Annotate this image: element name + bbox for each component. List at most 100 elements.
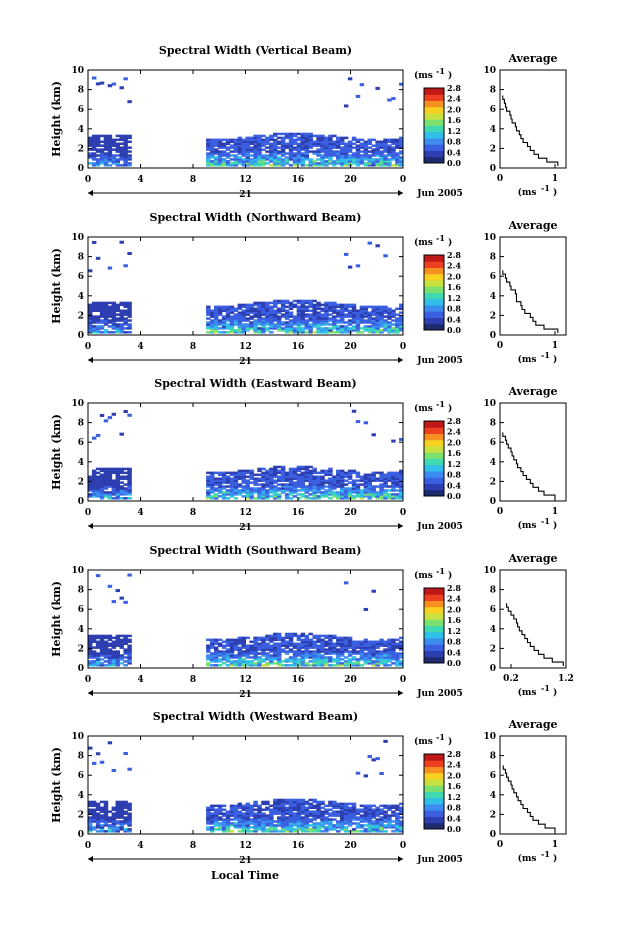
data-cell — [103, 636, 109, 640]
data-cell — [249, 489, 254, 492]
data-cell — [375, 244, 380, 248]
data-cell — [103, 475, 109, 478]
data-cell — [320, 317, 325, 320]
data-cell — [88, 311, 93, 314]
data-cell — [300, 140, 306, 144]
data-cell — [387, 98, 392, 102]
data-cell — [355, 818, 361, 821]
data-cell — [273, 303, 278, 307]
data-cell — [237, 818, 243, 821]
data-cell — [280, 150, 286, 153]
data-cell — [328, 660, 333, 663]
data-cell — [277, 497, 282, 500]
data-cell — [383, 497, 388, 500]
data-cell — [245, 313, 250, 316]
data-cell — [119, 658, 124, 661]
colorbar-swatch — [424, 754, 444, 761]
data-cell — [371, 327, 376, 330]
data-cell — [99, 662, 105, 665]
data-cell — [324, 473, 329, 477]
data-cell — [355, 491, 361, 494]
data-cell — [88, 493, 93, 496]
data-cell — [88, 828, 93, 831]
data-cell — [217, 138, 223, 142]
data-cell — [316, 822, 321, 825]
data-cell — [312, 497, 317, 500]
data-cell — [95, 150, 101, 153]
data-cell — [273, 154, 278, 157]
data-cell — [284, 142, 290, 145]
data-cell — [375, 315, 380, 318]
data-cell — [91, 804, 97, 808]
data-cell — [324, 485, 329, 488]
data-cell — [359, 475, 365, 478]
data-cell — [217, 491, 223, 494]
data-cell — [127, 309, 132, 312]
data-cell — [241, 331, 246, 334]
data-cell — [217, 816, 223, 819]
data-cell — [229, 644, 235, 647]
y-tick-label: 0 — [78, 164, 84, 174]
data-cell — [363, 806, 369, 810]
data-cell — [332, 152, 337, 155]
data-cell — [312, 305, 317, 309]
data-cell — [253, 636, 258, 640]
data-cell — [115, 146, 120, 149]
data-cell — [253, 311, 258, 314]
data-cell — [241, 491, 246, 494]
data-cell — [355, 94, 361, 98]
data-cell — [363, 830, 369, 833]
data-cell — [269, 317, 274, 320]
data-cell — [288, 319, 294, 322]
data-cell — [375, 160, 380, 163]
data-cell — [395, 644, 400, 647]
data-cell — [355, 487, 361, 490]
data-cell — [355, 323, 361, 326]
data-cell — [367, 311, 372, 314]
data-cell — [383, 652, 388, 655]
data-cell — [119, 303, 124, 307]
data-cell — [253, 142, 258, 145]
data-cell — [115, 658, 120, 661]
data-cell — [324, 481, 329, 484]
data-cell — [343, 148, 349, 151]
data-cell — [127, 327, 132, 330]
data-cell — [99, 640, 105, 644]
data-cell — [280, 664, 286, 667]
data-cell — [115, 654, 120, 657]
data-cell — [265, 301, 270, 305]
data-cell — [245, 475, 250, 478]
colorbar-swatch — [424, 452, 444, 459]
data-cell — [320, 303, 325, 307]
data-cell — [308, 810, 313, 813]
data-cell — [123, 134, 128, 138]
data-cell — [359, 497, 365, 500]
data-cell — [91, 808, 97, 811]
colorbar-swatch — [424, 489, 444, 497]
data-cell — [359, 648, 365, 651]
data-cell — [288, 497, 294, 500]
data-cell — [316, 495, 321, 498]
data-cell — [336, 150, 341, 153]
data-cell — [273, 160, 278, 163]
data-cell — [233, 489, 239, 492]
data-cell — [284, 160, 290, 163]
data-cell — [399, 164, 404, 167]
data-cell — [269, 475, 274, 478]
data-cell — [359, 824, 365, 827]
data-cell — [300, 164, 306, 167]
data-cell — [265, 158, 270, 161]
data-cell — [253, 313, 258, 316]
data-cell — [324, 309, 329, 312]
data-cell — [99, 134, 105, 138]
data-cell — [371, 810, 376, 813]
x-tick-label: 8 — [190, 675, 196, 685]
data-cell — [288, 140, 294, 144]
data-cell — [347, 654, 353, 657]
data-cell — [214, 822, 219, 825]
data-cell — [261, 644, 266, 647]
data-cell — [391, 662, 396, 665]
data-cell — [214, 646, 219, 649]
data-cell — [95, 136, 101, 140]
data-cell — [99, 473, 105, 477]
